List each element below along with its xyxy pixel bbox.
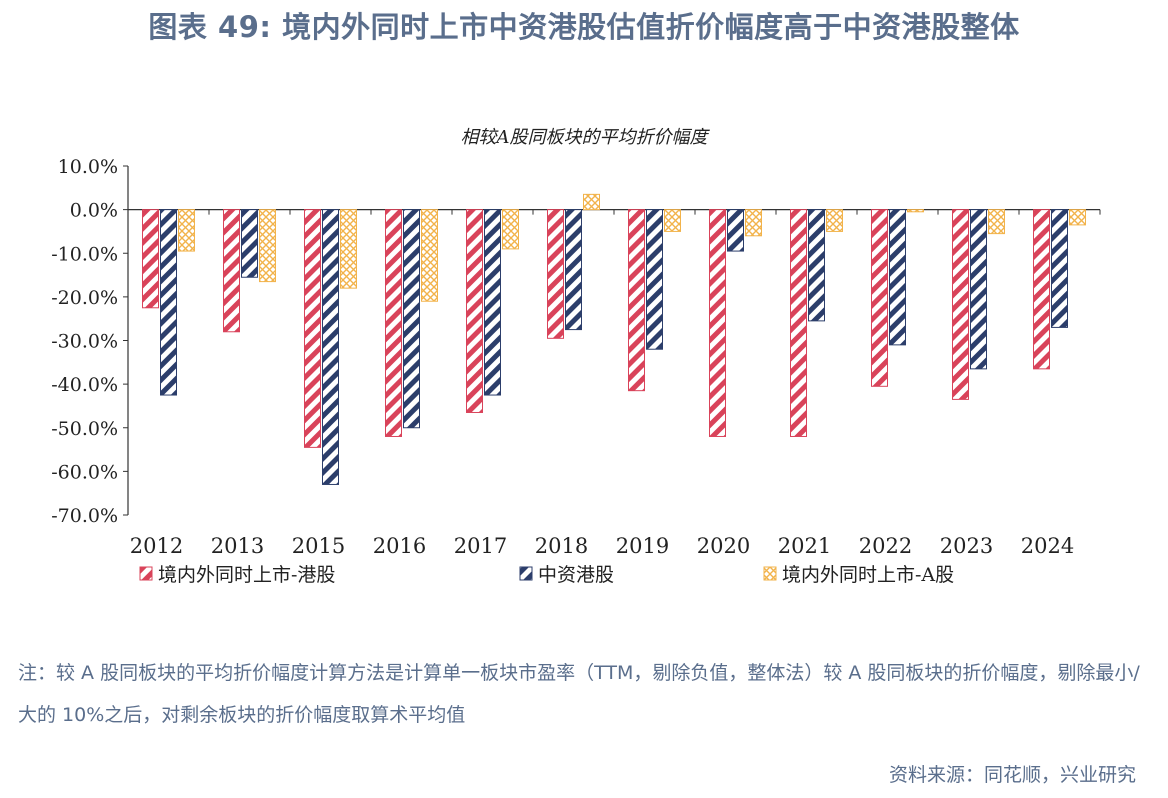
bar-2-2018 (565, 209, 582, 331)
bar-2-2017 (484, 209, 501, 396)
bar-2-2022 (889, 209, 906, 346)
footnote: 注：较 A 股同板块的平均折价幅度计算方法是计算单一板块市盈率（TTM，剔除负值… (18, 662, 1140, 726)
x-tick-label: 2018 (535, 534, 588, 558)
bar-3-2019 (664, 209, 681, 232)
bar-2-2015 (322, 209, 339, 485)
bars (142, 193, 1086, 485)
y-tick-label: -60.0% (51, 461, 118, 483)
bar-1-2012 (142, 209, 159, 309)
x-tick-label: 2020 (697, 534, 750, 558)
legend-swatch-3 (763, 566, 777, 581)
bar-1-2017 (466, 209, 483, 413)
y-tick-label: -20.0% (51, 287, 118, 309)
bar-2-2021 (808, 209, 825, 322)
bar-3-2022 (907, 209, 924, 213)
legend-label-3: 境内外同时上市-A股 (782, 564, 954, 586)
legend: 境内外同时上市-港股 中资港股 境内外同时上市-A股 (139, 564, 954, 586)
x-tick-label: 2024 (1021, 534, 1074, 558)
bar-1-2021 (790, 209, 807, 437)
bar-3-2024 (1069, 209, 1086, 226)
bar-3-2021 (826, 209, 843, 232)
bar-3-2016 (421, 209, 438, 302)
legend-label-1: 境内外同时上市-港股 (158, 564, 335, 586)
figure-title: 图表 49: 境内外同时上市中资港股估值折价幅度高于中资港股整体 (148, 10, 1020, 44)
axes: 10.0% 0.0% -10.0% -20.0% -30.0% -40.0% -50.0% -… (51, 156, 1101, 527)
legend-label-2: 中资港股 (538, 564, 614, 586)
bar-2-2016 (403, 209, 420, 429)
bar-2-2013 (241, 209, 258, 278)
x-tick-label: 2015 (292, 534, 345, 558)
x-tick-label: 2016 (373, 534, 426, 558)
y-tick-label: -10.0% (51, 243, 118, 265)
bar-2-2012 (160, 209, 177, 396)
y-tick-label: -40.0% (51, 374, 118, 396)
x-tick-label: 2023 (940, 534, 993, 558)
y-tick-label: -50.0% (51, 418, 118, 440)
y-tick-label: 0.0% (70, 200, 118, 222)
x-tick-labels: 2012 2013 2015 2016 2017 2018 2019 2020 2021 2022… (130, 534, 1074, 558)
source-note: 资料来源：同花顺，兴业研究 (888, 764, 1136, 786)
bar-1-2023 (952, 209, 969, 400)
bar-2-2024 (1051, 209, 1068, 328)
bar-3-2020 (745, 209, 762, 237)
bar-chart: 相较A股同板块的平均折价幅度 10.0% 0.0% -10.0% -20.0% -30.… (51, 127, 1101, 586)
bar-1-2013 (223, 209, 240, 333)
x-tick-label: 2013 (211, 534, 264, 558)
bar-1-2024 (1033, 209, 1050, 370)
bar-2-2019 (646, 209, 663, 350)
y-tick-label: 10.0% (58, 156, 118, 178)
bar-1-2022 (871, 209, 888, 387)
x-tick-label: 2019 (616, 534, 669, 558)
chart-title: 相较A股同板块的平均折价幅度 (461, 127, 711, 148)
bar-3-2017 (502, 209, 519, 250)
x-tick-label: 2022 (859, 534, 912, 558)
bar-1-2019 (628, 209, 645, 392)
bar-1-2020 (709, 209, 726, 437)
x-tick-label: 2021 (778, 534, 831, 558)
bar-3-2013 (259, 209, 276, 283)
bar-3-2018 (583, 193, 600, 211)
bar-2-2023 (970, 209, 987, 370)
y-tick-label: -70.0% (51, 505, 118, 527)
bar-1-2015 (304, 209, 321, 448)
bar-2-2020 (727, 209, 744, 252)
x-tick-label: 2012 (130, 534, 183, 558)
x-tick-label: 2017 (454, 534, 507, 558)
legend-swatch-2 (519, 566, 533, 581)
legend-swatch-1 (139, 566, 153, 581)
bar-3-2015 (340, 209, 357, 289)
bar-1-2018 (547, 209, 564, 339)
y-tick-label: -30.0% (51, 331, 118, 353)
bar-3-2023 (988, 209, 1005, 235)
bar-3-2012 (178, 209, 195, 252)
bar-1-2016 (385, 209, 402, 437)
